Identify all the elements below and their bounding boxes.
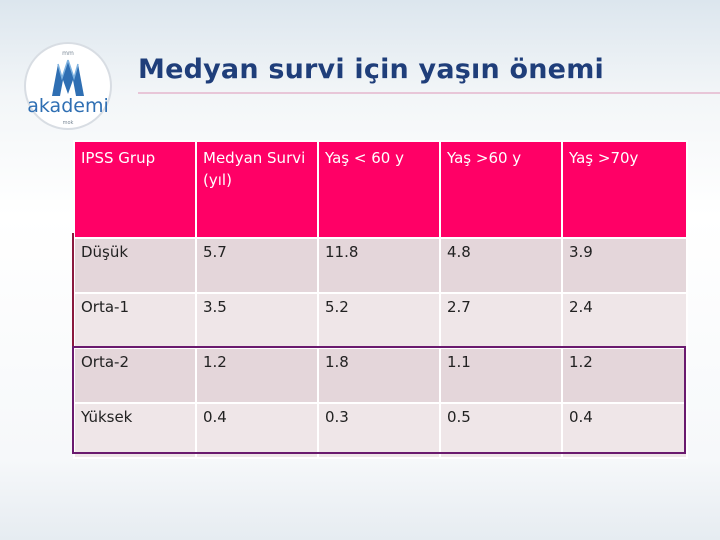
cell-over-60: 4.8 <box>439 237 563 294</box>
logo-text: akademi <box>27 95 109 117</box>
table-left-accent <box>72 233 74 348</box>
cell-over-70: 0.4 <box>561 402 688 459</box>
cell-over-60: 1.1 <box>439 347 563 404</box>
cell-median: 1.2 <box>195 347 319 404</box>
cell-under-60: 0.3 <box>317 402 441 459</box>
cell-under-60: 1.8 <box>317 347 441 404</box>
header-median-survival: Medyan Survi (yıl) <box>195 140 319 239</box>
table-row: Yüksek 0.4 0.3 0.5 0.4 <box>73 402 688 459</box>
cell-group: Orta-1 <box>73 292 197 349</box>
cell-over-60: 2.7 <box>439 292 563 349</box>
table-row: Düşük 5.7 11.8 4.8 3.9 <box>73 237 688 294</box>
cell-over-60: 0.5 <box>439 402 563 459</box>
cell-group: Orta-2 <box>73 347 197 404</box>
cell-over-70: 2.4 <box>561 292 688 349</box>
survival-table: IPSS Grup Medyan Survi (yıl) Yaş < 60 y … <box>73 140 688 459</box>
cell-group: Yüksek <box>73 402 197 459</box>
cell-under-60: 11.8 <box>317 237 441 294</box>
header-ipss-group: IPSS Grup <box>73 140 197 239</box>
cell-over-70: 1.2 <box>561 347 688 404</box>
slide-title: Medyan survi için yaşın önemi <box>138 54 604 85</box>
cell-over-70: 3.9 <box>561 237 688 294</box>
akademi-logo: mm akademi mok <box>22 40 114 132</box>
logo-graphic: mm akademi mok <box>24 42 112 130</box>
cell-median: 5.7 <box>195 237 319 294</box>
logo-bottom-text: mok <box>63 120 74 126</box>
logo-top-text: mm <box>62 50 74 57</box>
table-row: Orta-2 1.2 1.8 1.1 1.2 <box>73 347 688 404</box>
title-divider <box>138 92 720 94</box>
cell-median: 3.5 <box>195 292 319 349</box>
header-age-over-70: Yaş >70y <box>561 140 688 239</box>
header-age-over-60: Yaş >60 y <box>439 140 563 239</box>
header-age-under-60: Yaş < 60 y <box>317 140 441 239</box>
cell-group: Düşük <box>73 237 197 294</box>
table-row: Orta-1 3.5 5.2 2.7 2.4 <box>73 292 688 349</box>
table-header-row: IPSS Grup Medyan Survi (yıl) Yaş < 60 y … <box>73 140 688 239</box>
cell-under-60: 5.2 <box>317 292 441 349</box>
cell-median: 0.4 <box>195 402 319 459</box>
